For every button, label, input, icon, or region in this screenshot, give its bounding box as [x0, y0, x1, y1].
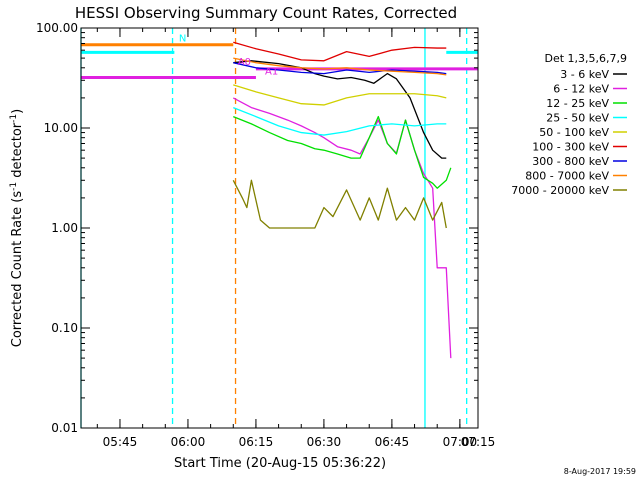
legend-entry: 7000 - 20000 keV [511, 184, 609, 197]
plot-marks: N A0 A1 [80, 28, 478, 428]
series-line-4 [233, 106, 447, 136]
y-tick-label: 0.01 [51, 421, 78, 435]
y-axis-label-part: detector [10, 122, 25, 182]
legend-entry: 12 - 25 keV [546, 97, 609, 110]
x-tick-label: 06:00 [171, 435, 206, 449]
series-line-5 [233, 84, 447, 106]
y-axis-ticks: 0.01 0.10 1.00 10.00 100.00 [36, 21, 478, 435]
annotation-1: N [179, 34, 186, 45]
legend-entry: 25 - 50 keV [546, 112, 609, 125]
chart-title: HESSI Observing Summary Count Rates, Cor… [75, 4, 457, 22]
legend-entry: 800 - 7000 keV [525, 170, 609, 183]
legend-header: Det 1,3,5,6,7,9 [544, 52, 627, 65]
y-axis-label-sup: -1 [9, 182, 19, 191]
series-line-3 [233, 115, 452, 189]
x-tick-label: 06:15 [239, 435, 274, 449]
x-tick-label: 05:45 [103, 435, 138, 449]
legend-entry: 100 - 300 keV [532, 141, 609, 154]
series-line-6 [233, 41, 447, 62]
x-tick-label: 07:00 [443, 435, 478, 449]
x-tick-label: 06:45 [375, 435, 410, 449]
y-tick-label: 100.00 [36, 21, 78, 35]
series-line-2 [232, 97, 452, 359]
y-tick-label: 1.00 [51, 221, 78, 235]
series-line-7 [233, 62, 447, 75]
legend-entry: 3 - 6 keV [560, 68, 609, 81]
series-line-8 [233, 57, 447, 76]
series-line-1 [233, 60, 447, 159]
y-axis-label-part: Corrected Count Rate (s [10, 191, 25, 348]
y-tick-label: 10.00 [44, 121, 78, 135]
y-axis-label: Corrected Count Rate (s-1 detector-1) [9, 109, 25, 347]
x-tick-label: 07:15 [461, 435, 496, 449]
series-line-9 [232, 179, 447, 229]
y-axis-label-part: ) [10, 109, 25, 114]
legend-entry: 300 - 800 keV [532, 155, 609, 168]
legend-entry: 50 - 100 keV [539, 126, 609, 139]
x-tick-label: 06:30 [307, 435, 342, 449]
x-axis-label: Start Time (20-Aug-15 05:36:22) [174, 456, 386, 471]
footer-timestamp: 8-Aug-2017 19:59 [564, 467, 636, 476]
legend-entry: 6 - 12 keV [553, 83, 609, 96]
y-tick-label: 0.10 [51, 321, 78, 335]
y-axis-label-sup: -1 [9, 114, 19, 123]
annotation-2: A0 [238, 57, 251, 68]
annotation-3: A1 [265, 66, 278, 77]
